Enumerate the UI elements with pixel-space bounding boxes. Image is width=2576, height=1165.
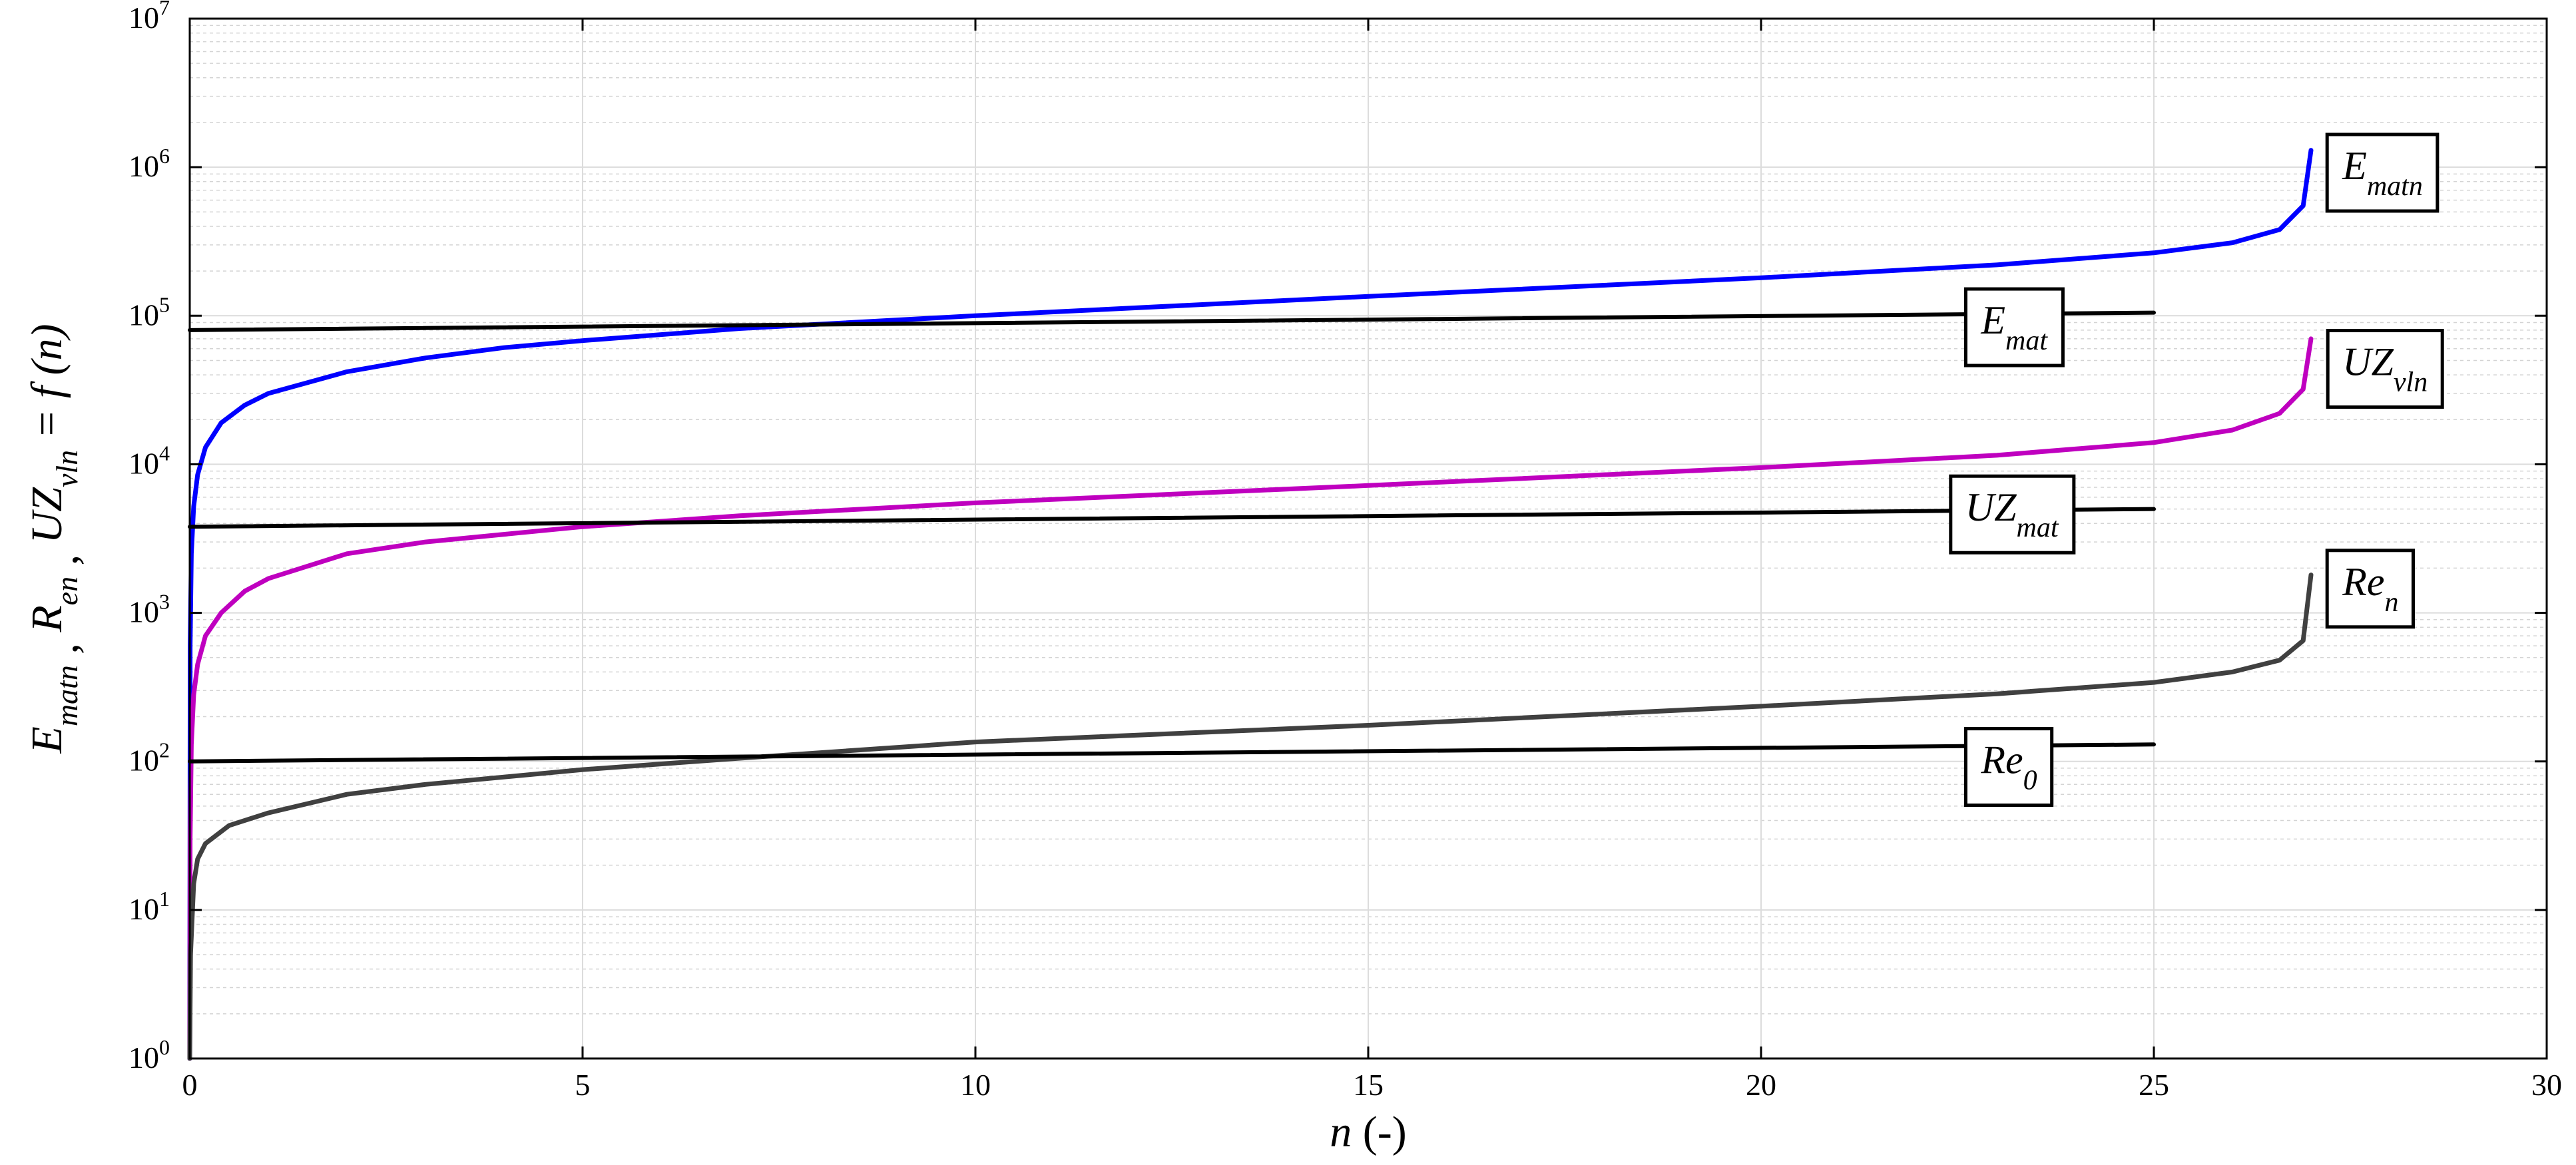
- series-line-uz-vln: [187, 336, 2314, 1061]
- axis-ticks: 0 5 10 15 20 25 30 100 101 102 103 104 105 106 107: [129, 0, 2562, 1102]
- label-box-text: Ematn: [2342, 144, 2423, 202]
- label-box-frame: [1963, 727, 2054, 808]
- label-box-text: UZvln: [2342, 340, 2428, 398]
- label-box-frame: [2325, 549, 2415, 629]
- y-tick-label: 102: [129, 738, 170, 778]
- series-label-boxes: Ematn Emat UZvln UZmat Ren Re0: [1949, 132, 2444, 808]
- x-tick-label: 25: [2139, 1068, 2169, 1102]
- label-box-e-matn: Ematn: [2325, 132, 2440, 213]
- x-axis-title: n (-): [1330, 1108, 1406, 1156]
- label-box-text: Ren: [2342, 560, 2398, 618]
- series-layer: [187, 148, 2314, 1061]
- label-box-text: Re0: [1980, 738, 2037, 796]
- axis-titles: n (-) Ematn , Ren , UZvln = f (n): [23, 324, 1407, 1157]
- y-tick-label: 104: [129, 441, 170, 480]
- label-box-frame: [1963, 287, 2065, 367]
- y-tick-label: 103: [129, 590, 170, 629]
- x-tick-label: 0: [182, 1068, 198, 1102]
- y-tick-label: 107: [129, 0, 170, 35]
- label-box-re-n: Ren: [2325, 549, 2415, 629]
- series-line-e-mat: [188, 310, 2156, 332]
- x-tick-label: 20: [1746, 1068, 1776, 1102]
- x-tick-label: 30: [2531, 1068, 2562, 1102]
- x-tick-label: 10: [960, 1068, 991, 1102]
- y-tick-label: 101: [129, 887, 170, 926]
- label-box-uz-mat: UZmat: [1949, 474, 2076, 555]
- series-line-uz-mat: [188, 507, 2156, 529]
- x-tick-label: 5: [575, 1068, 591, 1102]
- y-tick-label: 105: [129, 292, 170, 332]
- y-tick-label: 106: [129, 144, 170, 183]
- label-box-uz-vln: UZvln: [2326, 329, 2444, 409]
- label-box-frame: [2325, 132, 2440, 213]
- label-box-frame: [2326, 329, 2444, 409]
- series-line-e-matn: [187, 148, 2314, 1061]
- y-axis-title: Ematn , Ren , UZvln = f (n): [23, 324, 87, 754]
- y-tick-label: 100: [129, 1035, 170, 1074]
- label-box-text: UZmat: [1965, 485, 2059, 543]
- grid-lines: [189, 18, 2547, 1059]
- label-box-frame: [1949, 474, 2076, 555]
- x-tick-label: 15: [1353, 1068, 1384, 1102]
- series-line-re-n: [187, 573, 2314, 1061]
- label-box-re-0: Re0: [1963, 727, 2054, 808]
- label-box-e-mat: Emat: [1963, 287, 2065, 367]
- label-box-text: Emat: [1980, 298, 2048, 356]
- series-line-re-0: [188, 742, 2156, 764]
